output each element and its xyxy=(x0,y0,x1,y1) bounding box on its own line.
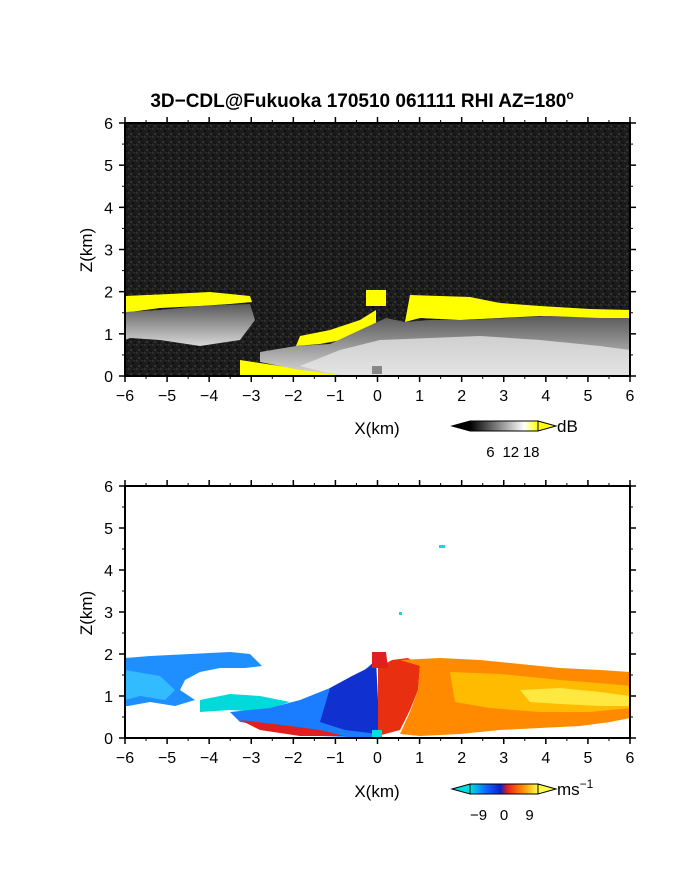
x-tick-label: 6 xyxy=(626,750,635,767)
x-tick-label: 4 xyxy=(541,388,550,405)
x-tick-label: 3 xyxy=(499,388,508,405)
intensity-high-layer-east xyxy=(405,295,630,322)
x-tick-label: −5 xyxy=(158,750,176,767)
x-tick-label: −1 xyxy=(326,388,344,405)
x-tick-label: −6 xyxy=(116,388,134,405)
y-tick-label: 2 xyxy=(104,285,113,302)
y-tick-label: 0 xyxy=(104,731,113,748)
x-tick-label: −6 xyxy=(116,750,134,767)
velocity-axis-ticks xyxy=(119,480,636,744)
colorbar-tick-label: −9 xyxy=(470,807,487,824)
x-tick-label: −3 xyxy=(242,750,260,767)
x-tick-label: −2 xyxy=(284,388,302,405)
figure-title: 3D−CDL@Fukuoka 170510 061111 RHI AZ=180o xyxy=(150,88,573,112)
y-tick-label: 4 xyxy=(104,563,113,580)
intensity-y-axis-label: Z(km) xyxy=(77,228,96,272)
intensity-colorbar-bar xyxy=(469,420,539,432)
y-tick-label: 3 xyxy=(104,605,113,622)
x-tick-label: 1 xyxy=(415,388,424,405)
intensity-colorbar-low-triangle xyxy=(450,420,471,432)
x-tick-label: 5 xyxy=(583,388,592,405)
intensity-y-tick-labels: 0 1 2 3 4 5 6 xyxy=(104,116,113,386)
y-tick-label: 2 xyxy=(104,647,113,664)
velocity-region-east-inner xyxy=(378,658,420,736)
intensity-echo-core xyxy=(372,366,382,374)
x-tick-label: 0 xyxy=(373,388,382,405)
velocity-region-center-spike xyxy=(372,652,388,668)
x-tick-label: 6 xyxy=(626,388,635,405)
colorbar-tick-label: 18 xyxy=(523,444,540,461)
intensity-axis-ticks xyxy=(119,117,636,382)
velocity-center-cyan-dot xyxy=(372,730,382,738)
colorbar-tick-label: 0 xyxy=(500,807,508,824)
y-tick-label: 5 xyxy=(104,158,113,175)
velocity-isolated-point-mid xyxy=(399,612,402,615)
x-tick-label: −1 xyxy=(326,750,344,767)
intensity-colorbar-unit: dB xyxy=(557,417,578,436)
colorbar-tick-label: 6 xyxy=(486,444,494,461)
intensity-echo-body xyxy=(125,304,255,346)
y-tick-label: 6 xyxy=(104,479,113,496)
x-tick-label: 0 xyxy=(373,750,382,767)
velocity-colorbar-tick-labels: −9 0 9 xyxy=(470,807,534,824)
velocity-colorbar-unit: ms−1 xyxy=(557,777,594,799)
x-tick-label: −3 xyxy=(242,388,260,405)
intensity-high-layer-mid xyxy=(296,310,376,346)
velocity-y-tick-labels: 0 1 2 3 4 5 6 xyxy=(104,479,113,748)
intensity-x-tick-labels: −6 −5 −4 −3 −2 −1 0 1 2 3 4 5 6 xyxy=(116,388,635,405)
velocity-isolated-point-high xyxy=(439,545,445,548)
x-tick-label: 2 xyxy=(457,750,466,767)
velocity-region-east-yellow xyxy=(520,688,630,706)
velocity-region-west-lower xyxy=(125,670,175,700)
velocity-colorbar-low-triangle xyxy=(450,783,471,795)
x-tick-label: 4 xyxy=(541,750,550,767)
intensity-x-axis-label: X(km) xyxy=(354,419,399,438)
y-tick-label: 3 xyxy=(104,243,113,260)
intensity-colorbar: 6 12 18 dB xyxy=(450,417,578,461)
x-tick-label: −2 xyxy=(284,750,302,767)
velocity-field xyxy=(125,545,630,738)
y-tick-label: 1 xyxy=(104,689,113,706)
velocity-colorbar-high-triangle xyxy=(537,783,558,795)
velocity-colorbar-bar xyxy=(469,783,539,795)
intensity-high-layer-center xyxy=(366,290,386,306)
x-tick-label: −4 xyxy=(200,388,218,405)
x-tick-label: 5 xyxy=(583,750,592,767)
y-tick-label: 6 xyxy=(104,116,113,133)
y-tick-label: 5 xyxy=(104,521,113,538)
velocity-region-cyan-tongue xyxy=(200,694,290,712)
colorbar-tick-label: 9 xyxy=(525,807,533,824)
velocity-colorbar: −9 0 9 ms−1 xyxy=(450,777,594,824)
x-tick-label: 3 xyxy=(499,750,508,767)
y-tick-label: 1 xyxy=(104,327,113,344)
y-tick-label: 4 xyxy=(104,200,113,217)
velocity-region-shear-red xyxy=(240,720,345,736)
x-tick-label: 1 xyxy=(415,750,424,767)
velocity-y-axis-label: Z(km) xyxy=(77,591,96,635)
velocity-x-tick-labels: −6 −5 −4 −3 −2 −1 0 1 2 3 4 5 6 xyxy=(116,750,635,767)
x-tick-label: −4 xyxy=(200,750,218,767)
intensity-high-layer xyxy=(125,292,252,312)
y-tick-label: 0 xyxy=(104,369,113,386)
intensity-echo-inner xyxy=(300,336,630,376)
x-tick-label: 2 xyxy=(457,388,466,405)
intensity-echo-field xyxy=(125,290,630,376)
intensity-colorbar-tick-labels: 6 12 18 xyxy=(486,444,539,461)
x-tick-label: −5 xyxy=(158,388,176,405)
velocity-x-axis-label: X(km) xyxy=(354,782,399,801)
colorbar-tick-label: 12 xyxy=(502,444,519,461)
velocity-region-core-negative xyxy=(320,660,378,734)
intensity-colorbar-high-triangle xyxy=(537,420,558,432)
